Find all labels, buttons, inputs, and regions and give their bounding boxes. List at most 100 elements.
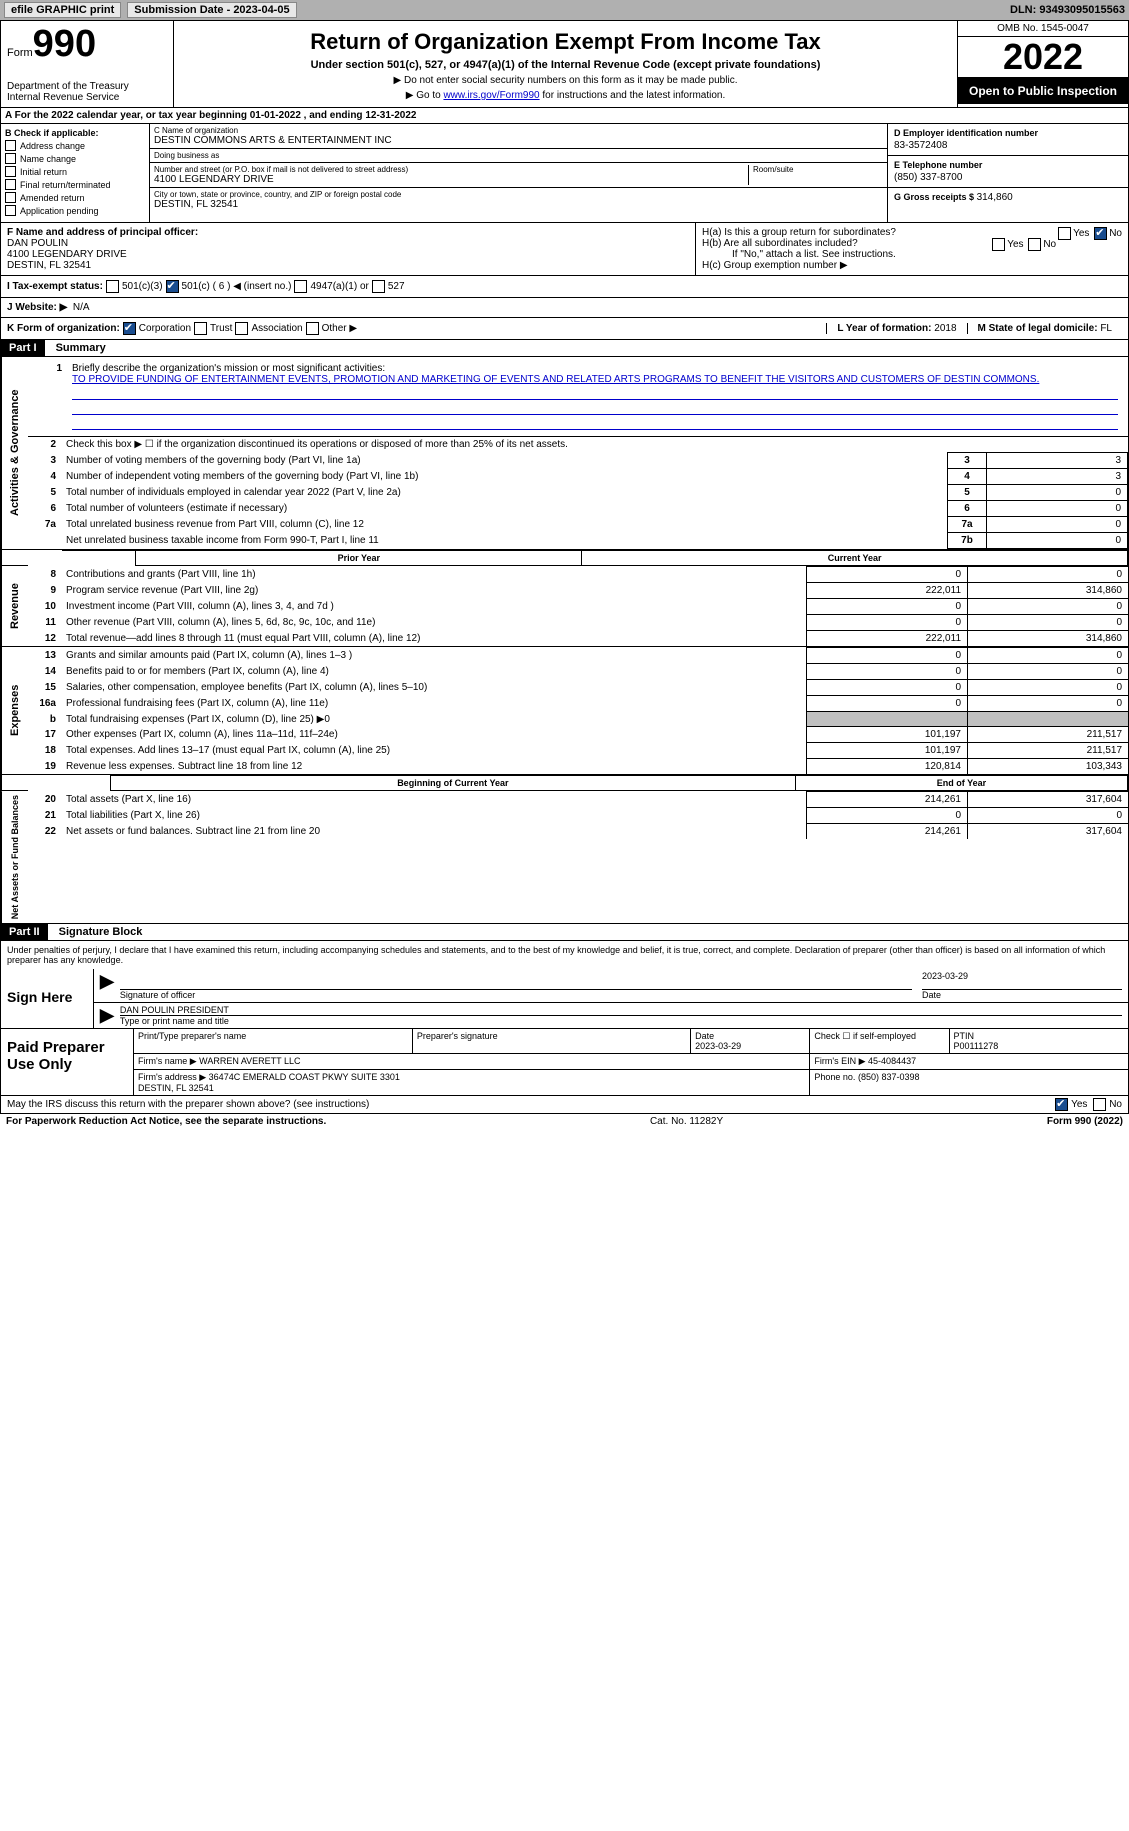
city-value: DESTIN, FL 32541 [154, 199, 883, 210]
opt-initial-return[interactable]: Initial return [5, 166, 145, 177]
officer-label: F Name and address of principal officer: [7, 227, 689, 238]
prep-check-self-employed[interactable]: Check ☐ if self-employed [810, 1029, 949, 1054]
state-domicile: M State of legal domicile: FL [967, 323, 1122, 334]
arrow-icon: ▶ [100, 1005, 114, 1026]
line2: Check this box ▶ ☐ if the organization d… [62, 437, 1128, 453]
hb-yes-no[interactable]: Yes No [990, 238, 1056, 251]
year-formation: L Year of formation: 2018 [826, 323, 966, 334]
chk-other[interactable] [306, 322, 319, 335]
opt-amended-return[interactable]: Amended return [5, 192, 145, 203]
form-subtitle: Under section 501(c), 527, or 4947(a)(1)… [180, 59, 951, 71]
rev-header-row: Prior Year Current Year [0, 550, 1129, 566]
chk-501c3[interactable] [106, 280, 119, 293]
table-row: 20Total assets (Part X, line 16)214,2613… [28, 792, 1128, 808]
sig-officer-label: Signature of officer [120, 990, 912, 1000]
opt-address-change[interactable]: Address change [5, 140, 145, 151]
principal-officer: F Name and address of principal officer:… [1, 223, 695, 275]
table-row: 21Total liabilities (Part X, line 26)00 [28, 808, 1128, 824]
sig-date: 2023-03-29 [922, 971, 1122, 990]
irs-link[interactable]: www.irs.gov/Form990 [443, 90, 539, 101]
addr-label: Number and street (or P.O. box if mail i… [154, 165, 744, 174]
table-row: 12Total revenue—add lines 8 through 11 (… [28, 631, 1128, 647]
vlabel-net-assets: Net Assets or Fund Balances [1, 791, 28, 923]
table-row: 19Revenue less expenses. Subtract line 1… [28, 759, 1128, 775]
form-label: Form [7, 47, 33, 59]
hb-note: If "No," attach a list. See instructions… [702, 249, 1122, 260]
ptin-label: PTIN [954, 1031, 975, 1041]
ptin-value: P00111278 [954, 1041, 999, 1051]
section-activities-governance: Activities & Governance 1 Briefly descri… [0, 357, 1129, 550]
col-prior-year: Prior Year [136, 551, 582, 566]
dba-label: Doing business as [154, 151, 883, 160]
section-revenue: Revenue 8Contributions and grants (Part … [0, 566, 1129, 647]
addr-value: 4100 LEGENDARY DRIVE [154, 174, 744, 185]
firm-phone-label: Phone no. [814, 1072, 855, 1082]
chk-association[interactable] [235, 322, 248, 335]
line-i-tax-exempt: I Tax-exempt status: 501(c)(3) 501(c) ( … [0, 276, 1129, 298]
table-row: 15Salaries, other compensation, employee… [28, 680, 1128, 696]
row-a-tax-year: A For the 2022 calendar year, or tax yea… [0, 108, 1129, 124]
firm-name: WARREN AVERETT LLC [199, 1056, 300, 1066]
opt-application-pending[interactable]: Application pending [5, 205, 145, 216]
gross-value: 314,860 [977, 192, 1013, 203]
top-bar: efile GRAPHIC print Submission Date - 20… [0, 0, 1129, 20]
may-irs-yes-no[interactable]: Yes No [1052, 1098, 1122, 1111]
table-row: 10Investment income (Part VIII, column (… [28, 599, 1128, 615]
ha-yes-no[interactable]: Yes No [1056, 227, 1122, 240]
firm-ein-label: Firm's EIN ▶ [814, 1056, 865, 1066]
vlabel-ag: Activities & Governance [1, 357, 28, 549]
table-row: 6Total number of volunteers (estimate if… [28, 501, 1128, 517]
line-k-form-org: K Form of organization: Corporation Trus… [0, 318, 1129, 340]
table-row: 5Total number of individuals employed in… [28, 485, 1128, 501]
col-c-org-info: C Name of organization DESTIN COMMONS AR… [150, 124, 887, 222]
officer-addr2: DESTIN, FL 32541 [7, 260, 689, 271]
revenue-table: 8Contributions and grants (Part VIII, li… [28, 566, 1128, 646]
prep-date: 2023-03-29 [695, 1041, 741, 1051]
efile-print-button[interactable]: efile GRAPHIC print [4, 2, 121, 18]
chk-4947[interactable] [294, 280, 307, 293]
chk-trust[interactable] [194, 322, 207, 335]
chk-527[interactable] [372, 280, 385, 293]
section-net-assets: Net Assets or Fund Balances 20Total asse… [0, 791, 1129, 924]
table-row: 13Grants and similar amounts paid (Part … [28, 648, 1128, 664]
mission-block: 1 Briefly describe the organization's mi… [28, 357, 1128, 437]
chk-corporation[interactable] [123, 322, 136, 335]
part1-title: Summary [48, 340, 114, 356]
section-fh: F Name and address of principal officer:… [0, 223, 1129, 276]
tel-label: E Telephone number [894, 160, 1122, 170]
table-row: 8Contributions and grants (Part VIII, li… [28, 567, 1128, 583]
arrow-icon: ▶ [100, 971, 114, 1000]
form-note-link: ▶ Go to www.irs.gov/Form990 for instruct… [180, 90, 951, 101]
footer-form: Form 990 (2022) [1047, 1116, 1123, 1127]
prep-date-label: Date [695, 1031, 714, 1041]
hc-row: H(c) Group exemption number ▶ [702, 260, 1122, 271]
opt-final-return[interactable]: Final return/terminated [5, 179, 145, 190]
open-to-public: Open to Public Inspection [958, 78, 1128, 104]
gross-label: G Gross receipts $ [894, 192, 974, 202]
submission-date: Submission Date - 2023-04-05 [127, 2, 296, 18]
dept-treasury: Department of the Treasury [7, 81, 167, 92]
may-irs-discuss: May the IRS discuss this return with the… [0, 1096, 1129, 1114]
col-current-year: Current Year [582, 551, 1128, 566]
section-expenses: Expenses 13Grants and similar amounts pa… [0, 647, 1129, 775]
paid-preparer-label: Paid Preparer Use Only [1, 1029, 134, 1095]
tel-value: (850) 337-8700 [894, 172, 1122, 183]
opt-name-change[interactable]: Name change [5, 153, 145, 164]
officer-name: DAN POULIN [7, 238, 689, 249]
line-j-website: J Website: ▶ N/A [0, 298, 1129, 318]
col-beginning-year: Beginning of Current Year [110, 776, 795, 791]
firm-addr-label: Firm's address ▶ [138, 1072, 206, 1082]
table-row: 11Other revenue (Part VIII, column (A), … [28, 615, 1128, 631]
website-value: N/A [73, 302, 90, 313]
prep-sig-label: Preparer's signature [417, 1031, 686, 1041]
chk-501c[interactable] [166, 280, 179, 293]
table-row: 16aProfessional fundraising fees (Part I… [28, 696, 1128, 712]
firm-name-label: Firm's name ▶ [138, 1056, 197, 1066]
page-footer: For Paperwork Reduction Act Notice, see … [0, 1114, 1129, 1129]
table-row: 3Number of voting members of the governi… [28, 453, 1128, 469]
table-row: bTotal fundraising expenses (Part IX, co… [28, 712, 1128, 727]
col-end-year: End of Year [795, 776, 1127, 791]
group-return: H(a) Is this a group return for subordin… [695, 223, 1128, 275]
part2-badge: Part II [1, 924, 48, 940]
expenses-table: 13Grants and similar amounts paid (Part … [28, 647, 1128, 774]
